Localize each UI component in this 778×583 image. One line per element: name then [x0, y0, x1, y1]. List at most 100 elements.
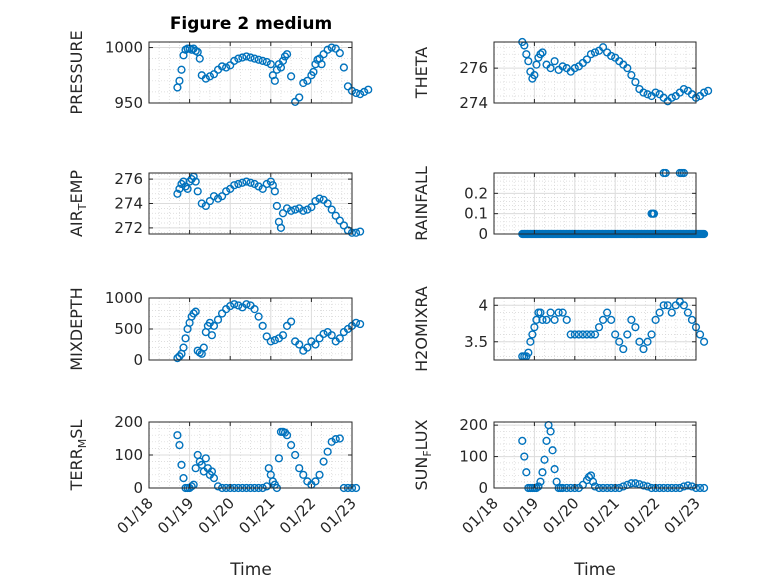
- x-tick-label: 01/18: [114, 494, 157, 537]
- data-point: [272, 201, 281, 211]
- data-point: [635, 337, 644, 346]
- data-point: [536, 308, 545, 317]
- data-point: [278, 331, 288, 340]
- data-point: [335, 334, 344, 343]
- y-tick-label: 100: [459, 448, 488, 466]
- data-point: [683, 481, 693, 490]
- data-point: [315, 194, 324, 203]
- data-point: [667, 93, 676, 102]
- data-point: [291, 205, 300, 214]
- data-point: [327, 331, 336, 340]
- data-point: [584, 472, 594, 482]
- data-point: [183, 184, 192, 193]
- y-tick-label: 274: [459, 94, 488, 112]
- x-tick-label: 01/20: [195, 494, 238, 537]
- y-axis-label: TERRMSL: [67, 420, 89, 492]
- y-axis-label: THETA: [412, 47, 431, 99]
- data-point: [266, 60, 275, 69]
- data-point: [201, 74, 210, 83]
- y-tick-label: 0: [133, 479, 143, 497]
- data-point: [173, 431, 182, 440]
- x-tick-label: 01/22: [620, 494, 663, 537]
- data-point: [173, 354, 182, 363]
- data-point: [360, 87, 369, 97]
- data-point: [197, 199, 206, 208]
- data-point: [209, 70, 219, 79]
- data-point: [356, 227, 365, 236]
- data-point: [590, 48, 600, 57]
- subplot-theta: 274 276 THETA: [412, 37, 713, 112]
- x-axis-label-right: Time: [573, 560, 616, 580]
- data-point: [177, 179, 186, 189]
- data-point: [683, 308, 693, 317]
- data-point: [270, 76, 279, 85]
- data-point: [217, 309, 227, 318]
- data-point: [282, 321, 292, 331]
- data-point: [295, 93, 304, 102]
- data-point: [582, 330, 592, 339]
- data-point: [546, 308, 555, 317]
- data-point: [282, 431, 292, 440]
- data-point: [667, 308, 676, 317]
- data-point: [351, 228, 361, 237]
- data-point: [262, 57, 271, 67]
- data-point: [623, 330, 632, 339]
- data-point: [518, 436, 527, 445]
- data-point: [590, 482, 600, 491]
- data-point: [631, 77, 640, 87]
- data-point: [242, 52, 251, 61]
- data-point: [536, 477, 545, 486]
- data-point: [534, 482, 543, 491]
- data-point: [311, 340, 320, 349]
- data-point: [311, 60, 320, 69]
- data-point: [542, 315, 551, 324]
- data-point: [287, 441, 296, 450]
- data-point: [270, 336, 279, 345]
- data-point: [258, 321, 267, 331]
- data-point: [209, 192, 219, 201]
- y-tick-label: 200: [459, 416, 488, 434]
- data-point: [175, 441, 184, 450]
- data-point: [327, 205, 336, 214]
- x-tick-label: 01/19: [154, 494, 197, 537]
- data-point: [250, 54, 259, 63]
- x-tick-label: 01/18: [459, 494, 502, 537]
- data-point: [566, 330, 575, 339]
- data-point: [335, 216, 344, 225]
- data-point: [323, 447, 332, 456]
- x-tick-label: 01/21: [235, 494, 278, 537]
- data-point: [242, 300, 251, 309]
- data-point: [323, 199, 332, 208]
- data-point: [331, 211, 340, 220]
- data-point: [546, 427, 555, 436]
- data-point: [619, 344, 628, 354]
- x-tick-label: 01/22: [276, 494, 319, 537]
- data-point: [242, 177, 251, 186]
- data-point: [679, 301, 688, 310]
- data-point: [598, 315, 608, 324]
- data-point: [311, 196, 320, 206]
- data-point: [191, 464, 200, 473]
- data-point: [327, 43, 336, 52]
- data-point: [230, 56, 239, 65]
- data-point: [639, 344, 648, 354]
- data-point: [623, 64, 632, 73]
- data-point: [695, 330, 705, 339]
- data-point: [201, 454, 210, 463]
- data-point: [627, 479, 636, 488]
- data-point: [536, 50, 545, 59]
- y-tick-label: 3.5: [464, 333, 488, 351]
- data-point: [282, 204, 292, 213]
- data-point: [655, 308, 664, 317]
- data-point: [319, 50, 328, 59]
- data-point: [524, 57, 533, 66]
- data-point: [687, 482, 697, 491]
- data-point: [189, 309, 198, 318]
- y-tick-label: 4: [478, 296, 488, 314]
- data-point: [631, 323, 640, 332]
- data-point: [187, 482, 196, 491]
- data-point: [558, 308, 567, 317]
- data-point: [339, 63, 348, 72]
- data-point: [307, 203, 316, 212]
- data-point: [254, 55, 263, 64]
